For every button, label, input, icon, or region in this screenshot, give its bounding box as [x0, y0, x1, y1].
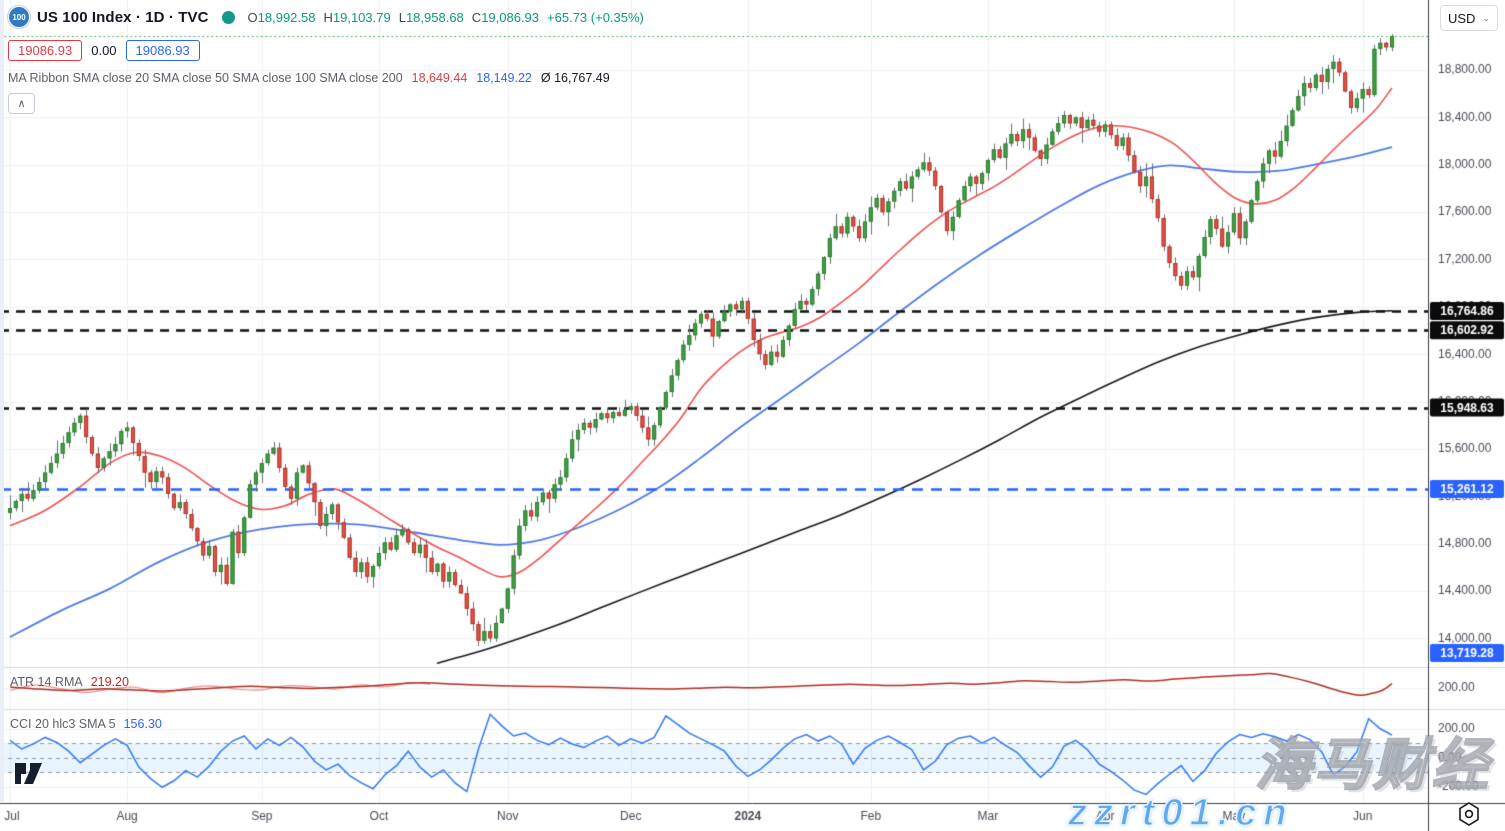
symbol-row: 100 US 100 Index · 1D · TVC O18,992.58 H… — [8, 4, 644, 30]
high-value: 19,103.79 — [332, 9, 391, 25]
change-value: +65.73 (+0.35%) — [547, 9, 644, 25]
low-value: 18,958.68 — [405, 9, 464, 25]
cci-label: CCI 20 hlc3 SMA 5 — [10, 717, 116, 731]
currency-selector[interactable]: USD ⌄ — [1440, 5, 1498, 31]
atr-indicator-legend[interactable]: ATR 14 RMA 219.20 — [10, 675, 129, 689]
sell-price-button[interactable]: 19086.93 — [8, 39, 83, 61]
symbol-logo-icon: 100 — [8, 6, 30, 28]
axis-settings-button[interactable] — [1456, 801, 1482, 831]
close-label: C — [471, 9, 482, 25]
gear-icon — [1459, 802, 1479, 826]
ma-ribbon-avg-value: Ø 16,767.49 — [540, 71, 610, 85]
open-value: 18,992.58 — [257, 9, 316, 25]
bid-ask-row: 19086.93 0.00 19086.93 — [8, 38, 644, 62]
open-label: O — [247, 9, 258, 25]
buy-price-button[interactable]: 19086.93 — [125, 39, 200, 61]
cci-indicator-legend[interactable]: CCI 20 hlc3 SMA 5 156.30 — [10, 717, 162, 731]
atr-label: ATR 14 RMA — [10, 675, 83, 689]
chart-legend: 100 US 100 Index · 1D · TVC O18,992.58 H… — [8, 4, 644, 114]
pane-edge-strip — [0, 0, 4, 803]
market-status-icon — [221, 10, 235, 24]
ohlc-values: O18,992.58 H19,103.79 L18,958.68 C19,086… — [248, 10, 644, 25]
high-label: H — [323, 9, 333, 25]
symbol-title[interactable]: US 100 Index · 1D · TVC — [37, 8, 209, 26]
ma-ribbon-sma50-value: 18,149.22 — [476, 71, 532, 85]
legend-collapse-button[interactable]: ∧ — [8, 93, 35, 114]
chevron-down-icon: ⌄ — [1482, 12, 1490, 23]
cci-value: 156.30 — [123, 717, 162, 731]
currency-value: USD — [1448, 10, 1476, 26]
ma-ribbon-sma20-value: 18,649.44 — [411, 71, 468, 85]
ma-ribbon-label: MA Ribbon SMA close 20 SMA close 50 SMA … — [8, 71, 403, 85]
chevron-up-icon: ∧ — [17, 98, 26, 110]
close-value: 19,086.93 — [481, 9, 540, 25]
tradingview-logo[interactable] — [14, 760, 46, 791]
atr-value: 219.20 — [90, 675, 129, 689]
spread-value: 0.00 — [91, 42, 117, 58]
low-label: L — [398, 9, 406, 25]
ma-ribbon-row[interactable]: MA Ribbon SMA close 20 SMA close 50 SMA … — [8, 71, 644, 85]
